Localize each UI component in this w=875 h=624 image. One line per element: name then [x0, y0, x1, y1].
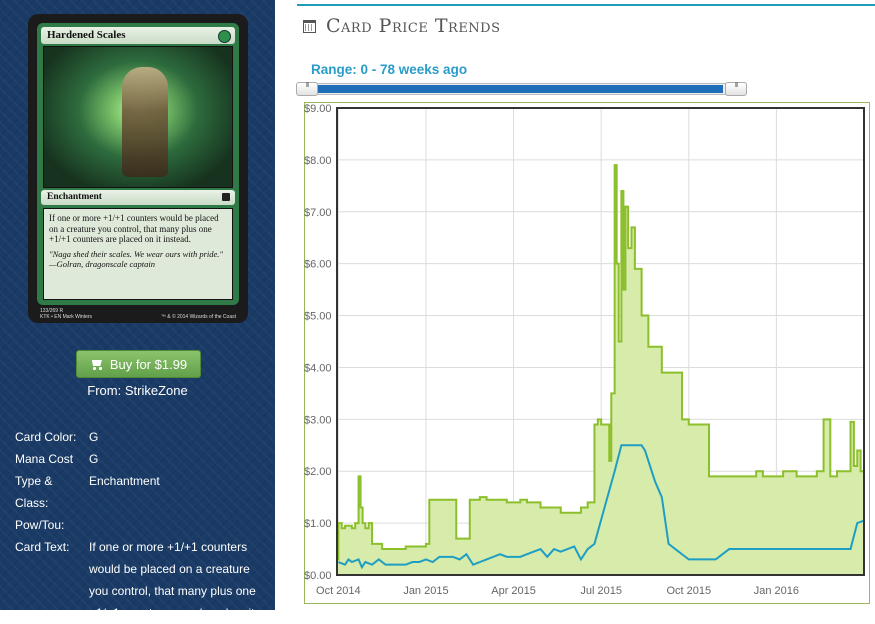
green-mana-icon [218, 30, 231, 43]
y-tick-label: $9.00 [304, 103, 332, 115]
header-rule [297, 4, 875, 6]
attr-row-type: Type & Class: Enchantment [15, 470, 270, 514]
attr-value: Enchantment [89, 474, 160, 488]
attr-row-card-text: Card Text: If one or more +1/+1 counters… [15, 536, 270, 624]
x-tick-label: Jan 2016 [754, 585, 799, 597]
x-tick-label: Oct 2014 [316, 585, 361, 597]
set-symbol-icon [222, 193, 230, 201]
attr-value: G [89, 452, 99, 466]
range-slider[interactable] [296, 82, 747, 96]
card-frame: Hardened Scales Enchantment If one or mo… [37, 23, 239, 305]
calendar-icon [303, 19, 316, 33]
attr-value [89, 514, 270, 536]
card-attributes: Card Color: G Mana Cost G Type & Class: … [15, 426, 270, 624]
attr-value: G [89, 430, 99, 444]
y-tick-label: $5.00 [304, 311, 332, 323]
attr-row-mana-cost: Mana Cost G [15, 448, 270, 470]
range-slider-fill [314, 85, 723, 93]
y-tick-label: $6.00 [304, 259, 332, 271]
artwork-figure [122, 67, 168, 177]
card-collector-number: 133/269 R [40, 308, 64, 314]
plot-border [336, 107, 865, 576]
x-tick-label: Apr 2015 [491, 585, 536, 597]
x-tick-label: Jan 2015 [403, 585, 448, 597]
card-flavor-text: "Naga shed their scales. We wear ours wi… [49, 248, 223, 259]
y-tick-label: $8.00 [304, 155, 332, 167]
series-paper-area [337, 165, 864, 576]
card-artwork [43, 46, 233, 188]
attr-row-pow-tou: Pow/Tou: [15, 514, 270, 536]
section-title: Card Price Trends [326, 15, 501, 37]
card-rules-text: If one or more +1/+1 counters would be p… [49, 213, 219, 244]
card-flavor-attribution: —Golran, dragonscale captain [49, 258, 156, 269]
range-slider-min-handle[interactable] [296, 82, 318, 96]
card-artist: KTK • EN Mark Winters [40, 314, 93, 320]
card-name: Hardened Scales [47, 29, 126, 41]
y-tick-label: $1.00 [304, 518, 332, 530]
attr-value: If one or more +1/+1 counters would be p… [89, 540, 256, 620]
card-footer: 133/269 R KTK • EN Mark Winters ™ & © 20… [40, 308, 236, 320]
series-paper-line [337, 164, 865, 561]
attr-key: Mana Cost [15, 452, 74, 466]
y-tick-label: $0.00 [304, 570, 332, 582]
series-foil-line [337, 444, 865, 570]
x-tick-label: Oct 2015 [666, 585, 711, 597]
card-copyright: ™ & © 2014 Wizards of the Coast [160, 314, 236, 320]
card-title-bar: Hardened Scales [41, 27, 235, 44]
card-textbox: If one or more +1/+1 counters would be p… [43, 208, 233, 300]
card-type-bar: Enchantment [41, 190, 235, 205]
attr-key: Card Text: [15, 540, 70, 554]
y-tick-label: $4.00 [304, 362, 332, 374]
attr-key: Card Color: [15, 430, 77, 444]
buy-button-label: Buy for $1.99 [109, 356, 188, 372]
price-chart: $0.00 $1.00 $2.00 $3.00 $4.00 $5.00 $6.00 $7.00… [304, 103, 865, 597]
card-type-line: Enchantment [47, 192, 102, 202]
card-sidebar: Hardened Scales Enchantment If one or mo… [0, 0, 275, 620]
range-slider-max-handle[interactable] [725, 82, 747, 96]
section-header: Card Price Trends [303, 13, 501, 39]
card-image: Hardened Scales Enchantment If one or mo… [28, 14, 248, 323]
buy-source: From: StrikeZone [87, 383, 188, 398]
buy-button[interactable]: Buy for $1.99 [76, 350, 201, 378]
attr-key: Pow/Tou: [15, 518, 65, 532]
shopping-cart-icon [90, 358, 104, 370]
y-tick-label: $2.00 [304, 466, 332, 478]
attr-key: Type & Class: [15, 474, 53, 510]
attr-row-color: Card Color: G [15, 426, 270, 448]
x-tick-label: Jul 2015 [580, 585, 622, 597]
range-label: Range: 0 - 78 weeks ago [311, 62, 468, 77]
y-tick-label: $7.00 [304, 207, 332, 219]
y-tick-label: $3.00 [304, 414, 332, 426]
